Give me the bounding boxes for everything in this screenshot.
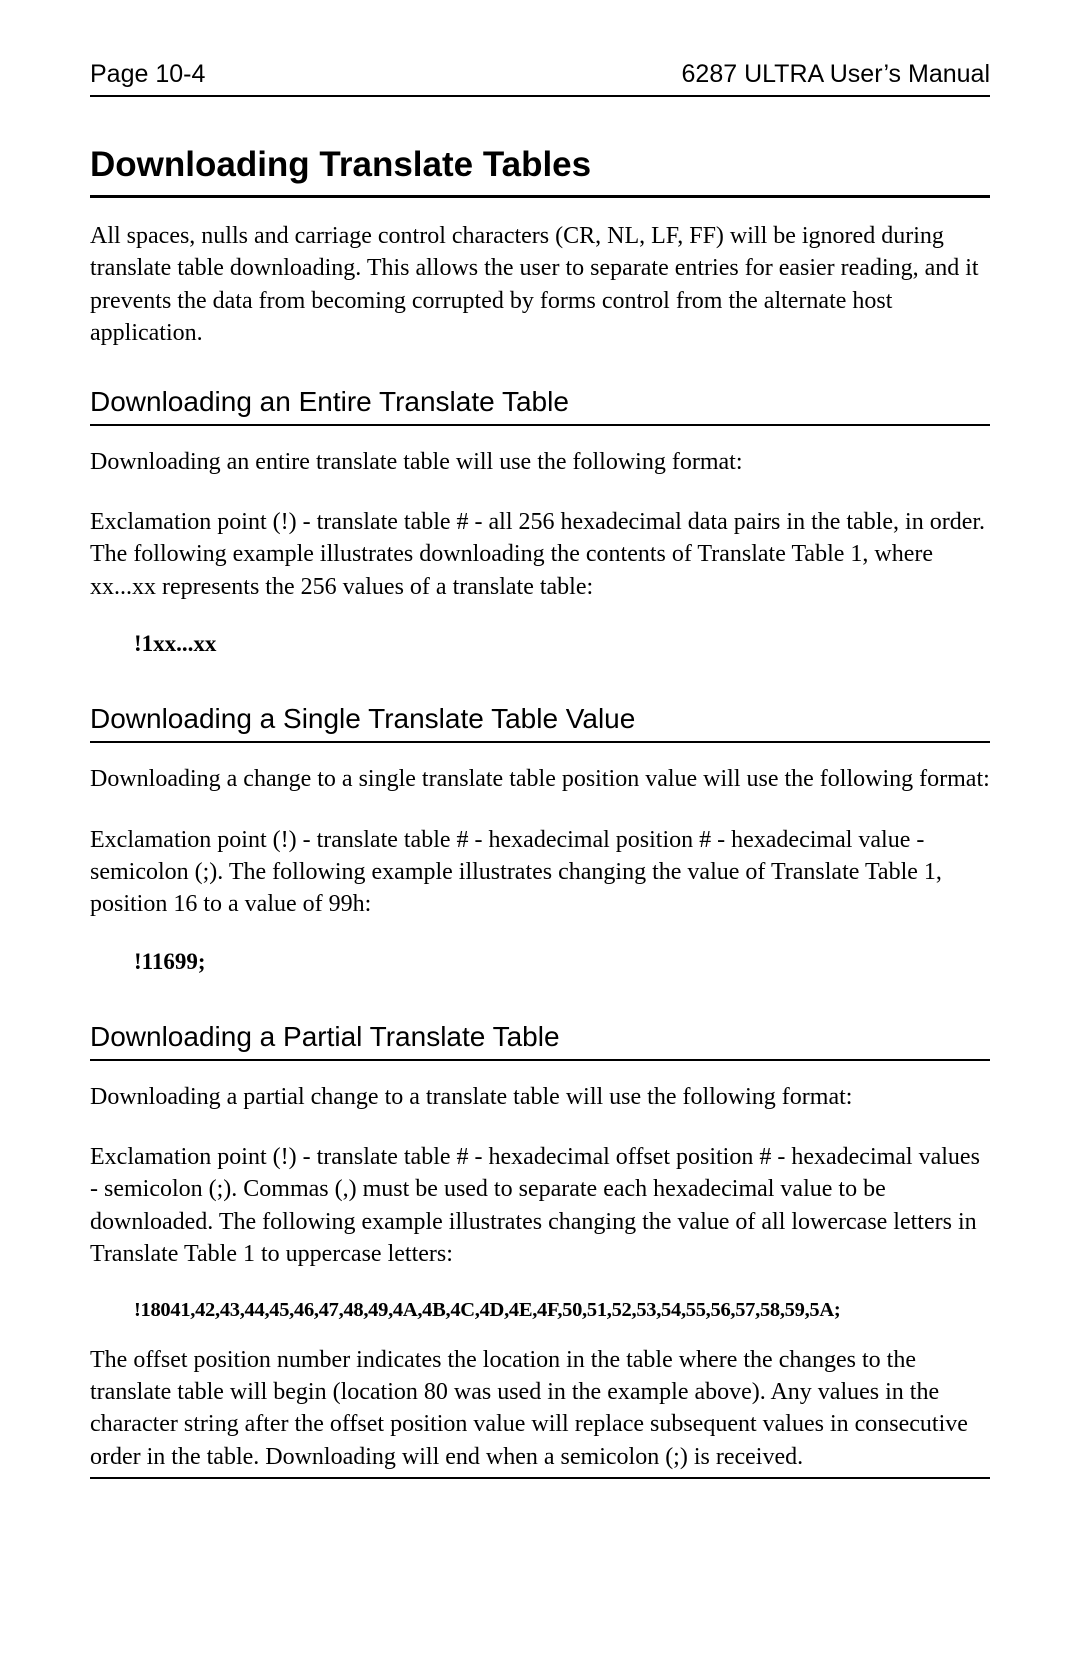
partial-p3: The offset position number indicates the… [90, 1344, 990, 1480]
page-header: Page 10-4 6287 ULTRA User’s Manual [90, 60, 990, 97]
entire-code-example: !1xx...xx [134, 631, 990, 667]
subsection-partial-heading: Downloading a Partial Translate Table [90, 1021, 990, 1061]
entire-p2: Exclamation point (!) - translate table … [90, 506, 990, 603]
partial-p1: Downloading a partial change to a transl… [90, 1081, 990, 1113]
single-code-example: !11699; [134, 949, 990, 985]
subsection-single-heading: Downloading a Single Translate Table Val… [90, 703, 990, 743]
subsection-entire-heading: Downloading an Entire Translate Table [90, 386, 990, 426]
partial-code-example: !18041,42,43,44,45,46,47,48,49,4A,4B,4C,… [134, 1299, 990, 1322]
page-container: Page 10-4 6287 ULTRA User’s Manual Downl… [0, 0, 1080, 1549]
partial-p2: Exclamation point (!) - translate table … [90, 1141, 990, 1271]
entire-p1: Downloading an entire translate table wi… [90, 446, 990, 478]
section-title: Downloading Translate Tables [90, 145, 990, 198]
single-p1: Downloading a change to a single transla… [90, 763, 990, 795]
manual-title: 6287 ULTRA User’s Manual [682, 60, 990, 89]
single-p2: Exclamation point (!) - translate table … [90, 824, 990, 921]
page-number: Page 10-4 [90, 60, 205, 89]
intro-paragraph: All spaces, nulls and carriage control c… [90, 220, 990, 350]
